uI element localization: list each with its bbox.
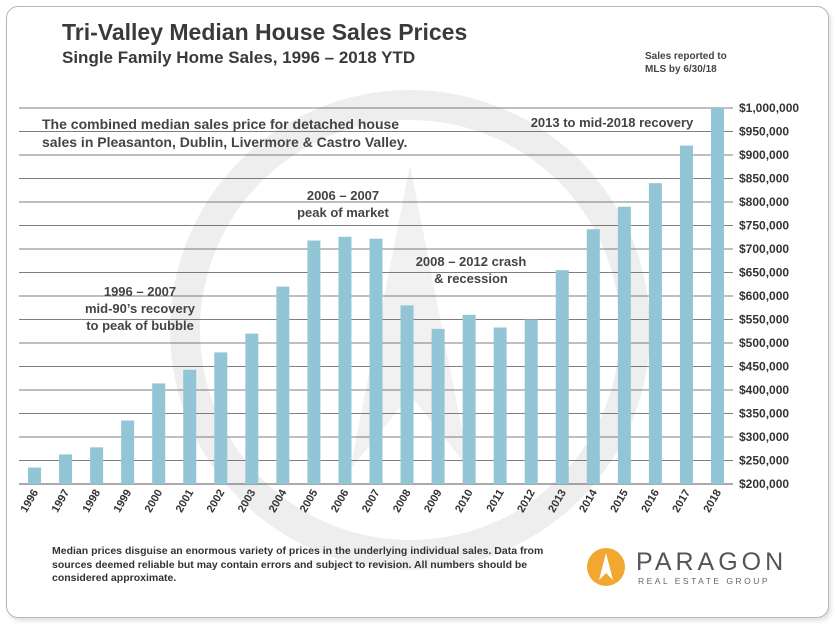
y-tick-label: $950,000	[739, 125, 789, 139]
x-tick-label: 1998	[81, 488, 104, 515]
logo-name: PARAGON	[636, 548, 788, 576]
y-tick-label: $1,000,000	[739, 101, 799, 115]
bar-2003	[245, 333, 259, 484]
bar-2005	[307, 240, 321, 484]
bar-2011	[493, 327, 507, 484]
x-tick-label: 2016	[639, 488, 662, 515]
x-tick-label: 2000	[143, 488, 166, 515]
y-tick-label: $750,000	[739, 219, 789, 233]
chart-title: Tri-Valley Median House Sales Prices	[62, 19, 468, 45]
bar-2016	[648, 183, 662, 484]
annotation-line: sales in Pleasanton, Dublin, Livermore &…	[42, 134, 407, 150]
bar-2002	[214, 352, 228, 484]
y-tick-label: $550,000	[739, 313, 789, 327]
x-tick-label: 1997	[50, 488, 73, 515]
bar-1997	[59, 454, 73, 484]
bar-2010	[462, 314, 476, 484]
y-tick-label: $500,000	[739, 336, 789, 350]
bar-1996	[28, 467, 42, 484]
bar-2004	[276, 286, 290, 484]
disclaimer-text: Median prices disguise an enormous varie…	[52, 545, 544, 584]
annotation-line: to peak of bubble	[86, 318, 194, 333]
paragon-logo-icon	[587, 548, 625, 586]
x-tick-label: 2017	[670, 488, 693, 515]
bar-series	[28, 108, 724, 484]
annotation-line: The combined median sales price for deta…	[42, 116, 399, 132]
logo-subtitle: REAL ESTATE GROUP	[638, 576, 771, 586]
bar-2018	[710, 108, 724, 484]
annotation-line: mid-90’s recovery	[85, 301, 196, 316]
x-axis-tick-labels: 1996 1997 1998 1999 2000 2001 2002 2003 2004 2005…	[18, 487, 724, 515]
bar-2014	[586, 229, 600, 484]
x-tick-label: 2001	[174, 488, 197, 515]
bar-2001	[183, 369, 197, 484]
annotation-line: 1996 – 2007	[104, 284, 176, 299]
bar-1998	[90, 447, 104, 484]
x-tick-label: 1999	[112, 488, 135, 515]
bar-2008	[400, 305, 414, 484]
x-tick-label: 2006	[329, 488, 352, 515]
y-tick-label: $650,000	[739, 266, 789, 280]
y-tick-label: $250,000	[739, 454, 789, 468]
x-tick-label: 2011	[484, 488, 506, 515]
x-tick-label: 2002	[205, 488, 228, 515]
x-tick-label: 2015	[608, 488, 631, 515]
y-tick-label: $450,000	[739, 360, 789, 374]
x-tick-label: 2018	[701, 488, 724, 515]
y-tick-label: $400,000	[739, 383, 789, 397]
bar-2017	[679, 145, 693, 484]
x-tick-label: 2005	[298, 488, 321, 515]
report-date-note: Sales reported to MLS by 6/30/18	[645, 50, 727, 76]
y-tick-label: $700,000	[739, 242, 789, 256]
annotation-line: 2013 to mid-2018 recovery	[531, 115, 694, 130]
y-tick-label: $300,000	[739, 430, 789, 444]
x-tick-label: 2009	[422, 488, 445, 515]
y-tick-label: $200,000	[739, 477, 789, 491]
bar-2007	[369, 238, 383, 484]
watermark-ring	[170, 90, 650, 570]
bar-2015	[617, 206, 631, 484]
annotation-line: peak of market	[297, 205, 389, 220]
x-tick-label: 1996	[18, 488, 41, 515]
bar-2006	[338, 236, 352, 484]
y-axis-tick-labels: $200,000 $250,000 $300,000 $350,000 $400,000…	[739, 101, 799, 491]
bar-2013	[555, 270, 569, 484]
annotation-line: & recession	[434, 271, 508, 286]
y-tick-label: $600,000	[739, 289, 789, 303]
bar-2000	[152, 383, 166, 484]
x-tick-label: 2008	[391, 488, 414, 515]
y-tick-label: $350,000	[739, 407, 789, 421]
y-tick-label: $850,000	[739, 172, 789, 186]
x-tick-label: 2007	[360, 488, 383, 515]
paragon-logo: PARAGON REAL ESTATE GROUP	[586, 544, 806, 590]
y-tick-label: $900,000	[739, 148, 789, 162]
bar-2012	[524, 319, 538, 484]
chart-subtitle: Single Family Home Sales, 1996 – 2018 YT…	[62, 48, 416, 67]
bar-2009	[431, 328, 445, 484]
report-note-line2: MLS by 6/30/18	[645, 64, 717, 75]
chart-annotations: The combined median sales price for deta…	[42, 115, 694, 333]
annotation-line: 2008 – 2012 crash	[416, 254, 527, 269]
annotation-line: 2006 – 2007	[307, 188, 379, 203]
report-note-line1: Sales reported to	[645, 51, 727, 62]
y-tick-label: $800,000	[739, 195, 789, 209]
bar-1999	[121, 420, 135, 484]
x-tick-label: 2010	[453, 488, 476, 515]
